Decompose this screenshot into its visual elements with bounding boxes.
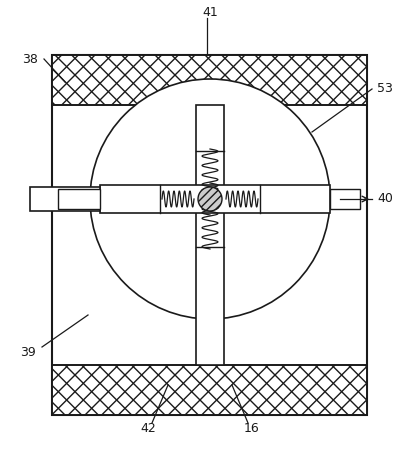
Bar xyxy=(195,105,223,365)
Bar xyxy=(52,365,366,415)
Bar xyxy=(58,189,100,209)
Bar xyxy=(30,187,100,211)
Text: 40: 40 xyxy=(376,192,392,205)
Bar xyxy=(52,55,366,105)
Text: 16: 16 xyxy=(244,423,259,436)
Bar xyxy=(100,185,329,213)
Bar xyxy=(329,189,359,209)
Text: 38: 38 xyxy=(22,52,38,65)
Text: 42: 42 xyxy=(140,423,156,436)
Circle shape xyxy=(90,79,329,319)
Bar xyxy=(52,55,366,105)
Bar xyxy=(52,365,366,415)
Circle shape xyxy=(197,187,221,211)
Text: 41: 41 xyxy=(202,6,217,19)
Bar xyxy=(52,365,366,415)
Text: 39: 39 xyxy=(20,346,36,359)
Text: 53: 53 xyxy=(376,83,392,95)
Bar xyxy=(52,55,366,105)
Bar xyxy=(52,55,366,105)
Bar xyxy=(52,365,366,415)
Bar xyxy=(52,55,366,415)
